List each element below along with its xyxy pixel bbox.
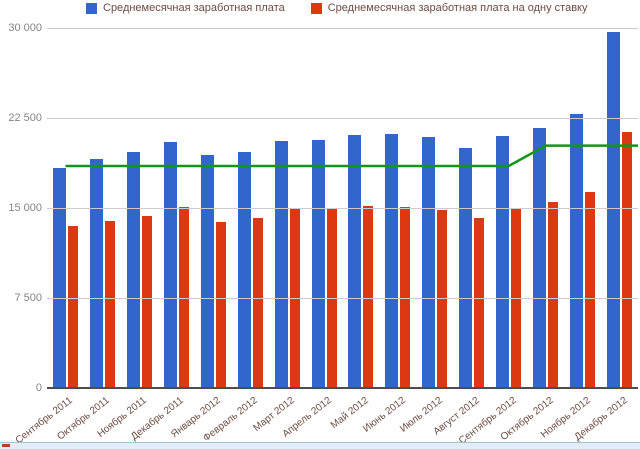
bar-salary-per-rate [622, 132, 633, 388]
bar-avg-salary [348, 134, 362, 388]
y-axis-tick-label: 30 000 [8, 22, 42, 34]
bar-avg-salary [126, 151, 140, 388]
y-axis-tick-label: 7 500 [14, 292, 42, 304]
bar-salary-per-rate [104, 221, 115, 388]
bar-avg-salary [163, 142, 177, 388]
y-axis-tick-label: 15 000 [8, 202, 42, 214]
legend-swatch-red-icon [310, 2, 322, 14]
bar-avg-salary [237, 151, 251, 388]
bar-group [343, 28, 380, 388]
bar-salary-per-rate [363, 205, 374, 388]
bar-avg-salary [533, 127, 547, 388]
bar-avg-salary [52, 168, 66, 388]
plot-area [47, 28, 638, 389]
bar-salary-per-rate [67, 226, 78, 388]
legend-label: Среднемесячная заработная плата на одну … [327, 2, 588, 14]
bar-avg-salary [385, 133, 399, 388]
bar-avg-salary [274, 140, 288, 388]
bar-salary-per-rate [252, 217, 263, 388]
bar-avg-salary [311, 139, 325, 388]
trend-line [65, 144, 638, 168]
bar-avg-salary [570, 114, 584, 388]
gridline [47, 298, 638, 299]
legend-item-avg-salary-per-rate: Среднемесячная заработная плата на одну … [310, 2, 588, 14]
bar-group [195, 28, 232, 388]
legend-label: Среднемесячная заработная плата [103, 2, 285, 14]
bar-avg-salary [200, 155, 214, 388]
bar-group [47, 28, 84, 388]
bar-salary-per-rate [400, 206, 411, 388]
bar-group [232, 28, 269, 388]
bar-group [121, 28, 158, 388]
bar-salary-per-rate [141, 216, 152, 388]
bar-avg-salary [422, 137, 436, 388]
gridline [47, 118, 638, 119]
gridline [47, 28, 638, 29]
bar-salary-per-rate [178, 206, 189, 388]
bar-group [84, 28, 121, 388]
bar-group [379, 28, 416, 388]
y-axis-tick-label: 22 500 [8, 112, 42, 124]
bar-salary-per-rate [437, 210, 448, 388]
corner-mark [2, 444, 10, 447]
bar-salary-per-rate [585, 192, 596, 388]
y-axis-tick-label: 0 [35, 382, 42, 394]
bottom-panel-edge [0, 442, 640, 449]
legend: Среднемесячная заработная плата Среднеме… [86, 2, 588, 14]
bar-group [564, 28, 601, 388]
legend-swatch-blue-icon [86, 2, 97, 14]
bar-group [416, 28, 453, 388]
bar-salary-per-rate [474, 217, 485, 388]
gridline [47, 208, 638, 209]
bar-avg-salary [89, 158, 103, 388]
bar-salary-per-rate [548, 202, 559, 388]
bar-group [527, 28, 564, 388]
legend-item-avg-salary: Среднемесячная заработная плата [86, 2, 285, 14]
x-axis-baseline [47, 387, 638, 389]
bar-avg-salary [496, 136, 510, 388]
bar-salary-per-rate [215, 222, 226, 388]
bar-group [158, 28, 195, 388]
